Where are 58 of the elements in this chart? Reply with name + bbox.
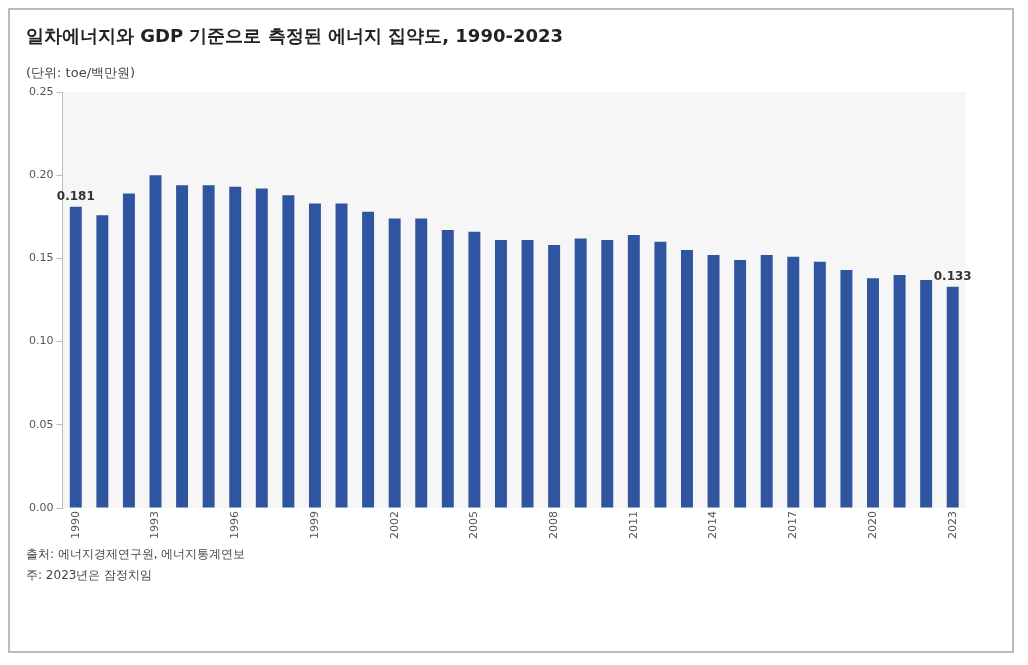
x-tick-label: 2014	[706, 511, 720, 540]
x-tick-label: 2008	[546, 511, 560, 540]
bar	[308, 203, 321, 508]
bar	[202, 185, 215, 508]
x-tick-label: 1993	[148, 511, 162, 540]
bar	[176, 185, 189, 508]
y-tick-label: 0.20	[28, 168, 54, 182]
bar	[707, 255, 720, 508]
bar	[149, 175, 162, 508]
bar	[627, 235, 640, 508]
bar	[840, 270, 853, 508]
source-note: 출처: 에너지경제연구원, 에너지통계연보	[26, 546, 247, 563]
y-tick-label: 0.15	[28, 251, 54, 265]
bar	[867, 278, 879, 508]
x-tick-label: 2005	[467, 511, 481, 540]
y-tick-label: 0.10	[28, 334, 54, 348]
data-label: 0.181	[56, 188, 95, 203]
bar	[548, 245, 561, 508]
x-tick-label: 1990	[68, 511, 82, 540]
bar	[468, 231, 481, 508]
bar	[681, 250, 693, 508]
x-tick-label: 2017	[786, 511, 800, 540]
bar	[787, 256, 800, 508]
bar	[760, 255, 773, 508]
bar	[255, 188, 268, 508]
bar	[893, 275, 906, 508]
text: 주: 2023년은 잠정치임	[26, 567, 154, 584]
y-axis-title: (단위: toe/백만원)	[26, 64, 137, 82]
bar	[574, 238, 587, 508]
bar	[920, 280, 933, 508]
bar	[654, 241, 667, 508]
x-tick-label: 2011	[626, 511, 640, 540]
bar	[362, 211, 375, 508]
bar	[282, 195, 295, 508]
bar	[813, 261, 826, 508]
chart-title: 일차에너지와 GDP 기준으로 측정된 에너지 집약도, 1990-2023	[26, 24, 564, 48]
y-tick-label: 0.05	[28, 417, 54, 431]
data-label: 0.133	[933, 268, 972, 283]
bar	[494, 240, 507, 508]
bar	[229, 186, 242, 508]
x-tick-label: 1999	[307, 511, 321, 540]
bar	[601, 240, 614, 508]
bar	[388, 218, 401, 508]
bar	[69, 206, 82, 508]
x-tick-label: 2002	[387, 511, 401, 540]
bar	[415, 218, 428, 508]
bar	[122, 193, 135, 508]
bar	[96, 215, 109, 508]
bar	[946, 286, 959, 508]
x-tick-label: 2023	[945, 511, 959, 540]
x-tick-label: 2020	[865, 511, 879, 540]
bar	[734, 260, 747, 508]
bar	[441, 230, 454, 508]
y-tick-label: 0.25	[28, 84, 54, 98]
x-tick-label: 1996	[228, 511, 242, 540]
bar	[521, 240, 534, 508]
bar	[335, 203, 348, 508]
y-tick-label: 0.00	[28, 500, 54, 514]
